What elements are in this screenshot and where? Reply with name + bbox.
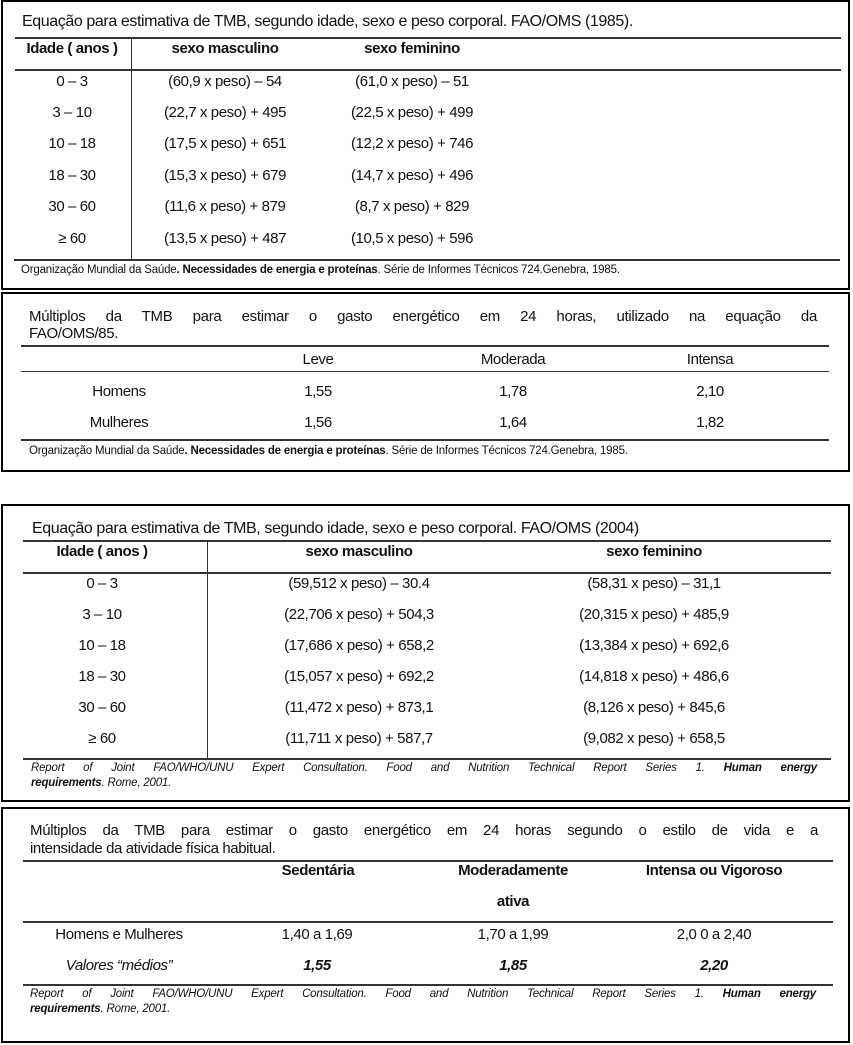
table-tmb-2004: Equação para estimativa de TMB, segundo … <box>1 504 850 802</box>
cell: (13,5 x peso) + 487 <box>163 230 287 247</box>
table-tmb-1985: Equação para estimativa de TMB, segundo … <box>1 0 850 290</box>
cell: 1,55 <box>303 957 331 974</box>
cell: (14,7 x peso) + 496 <box>350 167 474 184</box>
cell: 18 – 30 <box>48 167 96 184</box>
cell: (22,7 x peso) + 495 <box>163 104 287 121</box>
col-header: Sedentária <box>281 862 355 879</box>
cell: (8,7 x peso) + 829 <box>354 198 470 215</box>
cell: (59,512 x peso) – 30.4 <box>288 575 430 592</box>
col-header: Moderadamente <box>458 862 568 879</box>
cell: (11,6 x peso) + 879 <box>164 198 286 215</box>
table-title-line1: Múltiplos da TMB para estimar o gasto en… <box>29 308 817 325</box>
cell: (61,0 x peso) – 51 <box>355 73 469 90</box>
cell: 1,82 <box>696 414 724 431</box>
cell: (12,2 x peso) + 746 <box>350 135 474 152</box>
col-header: Idade ( anos ) <box>56 543 148 560</box>
col-header: Idade ( anos ) <box>26 40 118 57</box>
table-title-line2: intensidade da atividade física habitual… <box>30 840 276 857</box>
cell: (15,3 x peso) + 679 <box>163 167 287 184</box>
table-title: Equação para estimativa de TMB, segundo … <box>22 13 633 30</box>
cell: 10 – 18 <box>48 135 96 152</box>
table-source-line2: requirements. Rome, 2001. <box>30 1003 171 1015</box>
cell: ≥ 60 <box>88 730 116 747</box>
cell: (13,384 x peso) + 692,6 <box>579 637 729 654</box>
cell: (22,706 x peso) + 504,3 <box>284 606 434 623</box>
cell: (9,082 x peso) + 658,5 <box>583 730 725 747</box>
col-header: Intensa ou Vigoroso <box>645 862 783 879</box>
table-title-line2: FAO/OMS/85. <box>29 325 118 342</box>
table-multiplos-1985: Múltiplos da TMB para estimar o gasto en… <box>1 292 850 472</box>
cell: 2,10 <box>696 383 724 400</box>
cell: 2,20 <box>700 957 728 974</box>
col-header: Intensa <box>686 351 734 368</box>
cell: (17,5 x peso) + 651 <box>163 135 287 152</box>
cell: (60,9 x peso) – 54 <box>168 73 282 90</box>
cell: 10 – 18 <box>78 637 126 654</box>
col-header: sexo feminino <box>606 543 702 560</box>
col-header-cont: ativa <box>496 893 530 910</box>
cell: 0 – 3 <box>56 73 88 90</box>
col-header: Leve <box>302 351 334 368</box>
cell: (8,126 x peso) + 845,6 <box>583 699 725 716</box>
table-title-line1: Múltiplos da TMB para estimar o gasto en… <box>30 822 818 839</box>
cell: 1,78 <box>499 383 527 400</box>
col-header: Moderada <box>480 351 546 368</box>
table-multiplos-estilo-vida: Múltiplos da TMB para estimar o gasto en… <box>1 807 850 1043</box>
cell: (11,472 x peso) + 873,1 <box>284 699 434 716</box>
cell: 3 – 10 <box>82 606 122 623</box>
cell: 1,70 a 1,99 <box>477 926 549 943</box>
row-label: Mulheres <box>89 414 149 431</box>
cell: 1,56 <box>304 414 332 431</box>
row-label: Valores “médios” <box>65 957 173 974</box>
col-header: sexo masculino <box>305 543 413 560</box>
cell: 2,0 0 a 2,40 <box>676 926 752 943</box>
table-source-line1: Report of Joint FAO/WHO/UNU Expert Consu… <box>30 988 817 1000</box>
col-header: sexo masculino <box>171 40 279 57</box>
cell: (14,818 x peso) + 486,6 <box>579 668 729 685</box>
table-source-line1: Report of Joint FAO/WHO/UNU Expert Consu… <box>31 762 818 774</box>
cell: (15,057 x peso) + 692,2 <box>284 668 434 685</box>
cell: 30 – 60 <box>48 198 96 215</box>
cell: 30 – 60 <box>78 699 126 716</box>
row-label: Homens e Mulheres <box>55 926 183 943</box>
cell: (20,315 x peso) + 485,9 <box>579 606 729 623</box>
table-source-line2: requirements. Rome, 2001. <box>31 777 172 789</box>
cell: (22,5 x peso) + 499 <box>350 104 474 121</box>
table-source: Organização Mundial da Saúde. Necessidad… <box>21 264 620 276</box>
cell: ≥ 60 <box>58 230 86 247</box>
table-title: Equação para estimativa de TMB, segundo … <box>32 520 639 537</box>
col-header: sexo feminino <box>364 40 460 57</box>
cell: 1,55 <box>304 383 332 400</box>
cell: (17,686 x peso) + 658,2 <box>284 637 434 654</box>
cell: 1,64 <box>499 414 527 431</box>
cell: 0 – 3 <box>86 575 118 592</box>
cell: (58,31 x peso) – 31,1 <box>587 575 721 592</box>
cell: 18 – 30 <box>78 668 126 685</box>
cell: (10,5 x peso) + 596 <box>350 230 474 247</box>
cell: 3 – 10 <box>52 104 92 121</box>
cell: (11,711 x peso) + 587,7 <box>285 730 433 747</box>
cell: 1,85 <box>499 957 527 974</box>
cell: 1,40 a 1,69 <box>281 926 353 943</box>
row-label: Homens <box>92 383 146 400</box>
table-source: Organização Mundial da Saúde. Necessidad… <box>29 445 628 457</box>
